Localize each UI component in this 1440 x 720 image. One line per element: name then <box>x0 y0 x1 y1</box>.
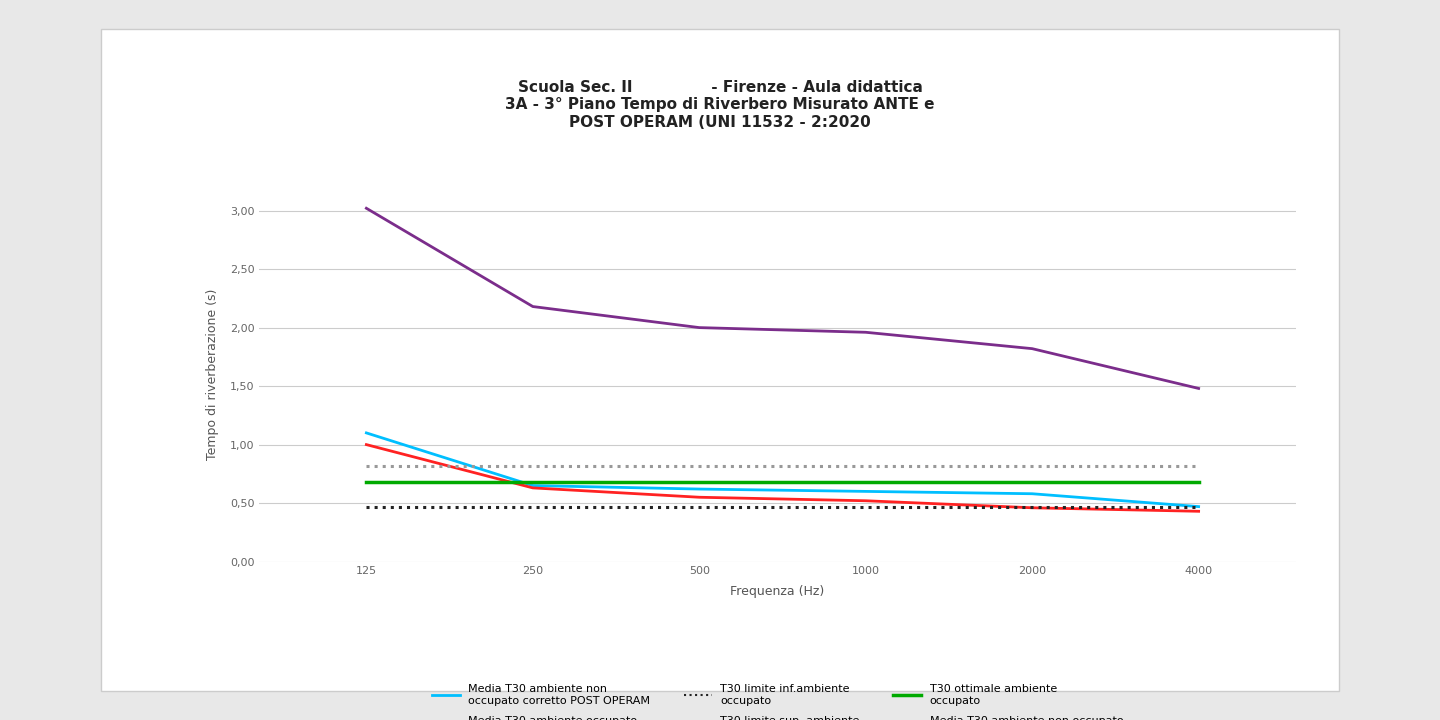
Legend: Media T30 ambiente non
occupato corretto POST OPERAM, Media T30 ambiente occupat: Media T30 ambiente non occupato corretto… <box>428 680 1128 720</box>
X-axis label: Frequenza (Hz): Frequenza (Hz) <box>730 585 825 598</box>
Text: Scuola Sec. II               - Firenze - Aula didattica
3A - 3° Piano Tempo di R: Scuola Sec. II - Firenze - Aula didattic… <box>505 80 935 130</box>
Y-axis label: Tempo di riverberazione (s): Tempo di riverberazione (s) <box>206 289 219 460</box>
